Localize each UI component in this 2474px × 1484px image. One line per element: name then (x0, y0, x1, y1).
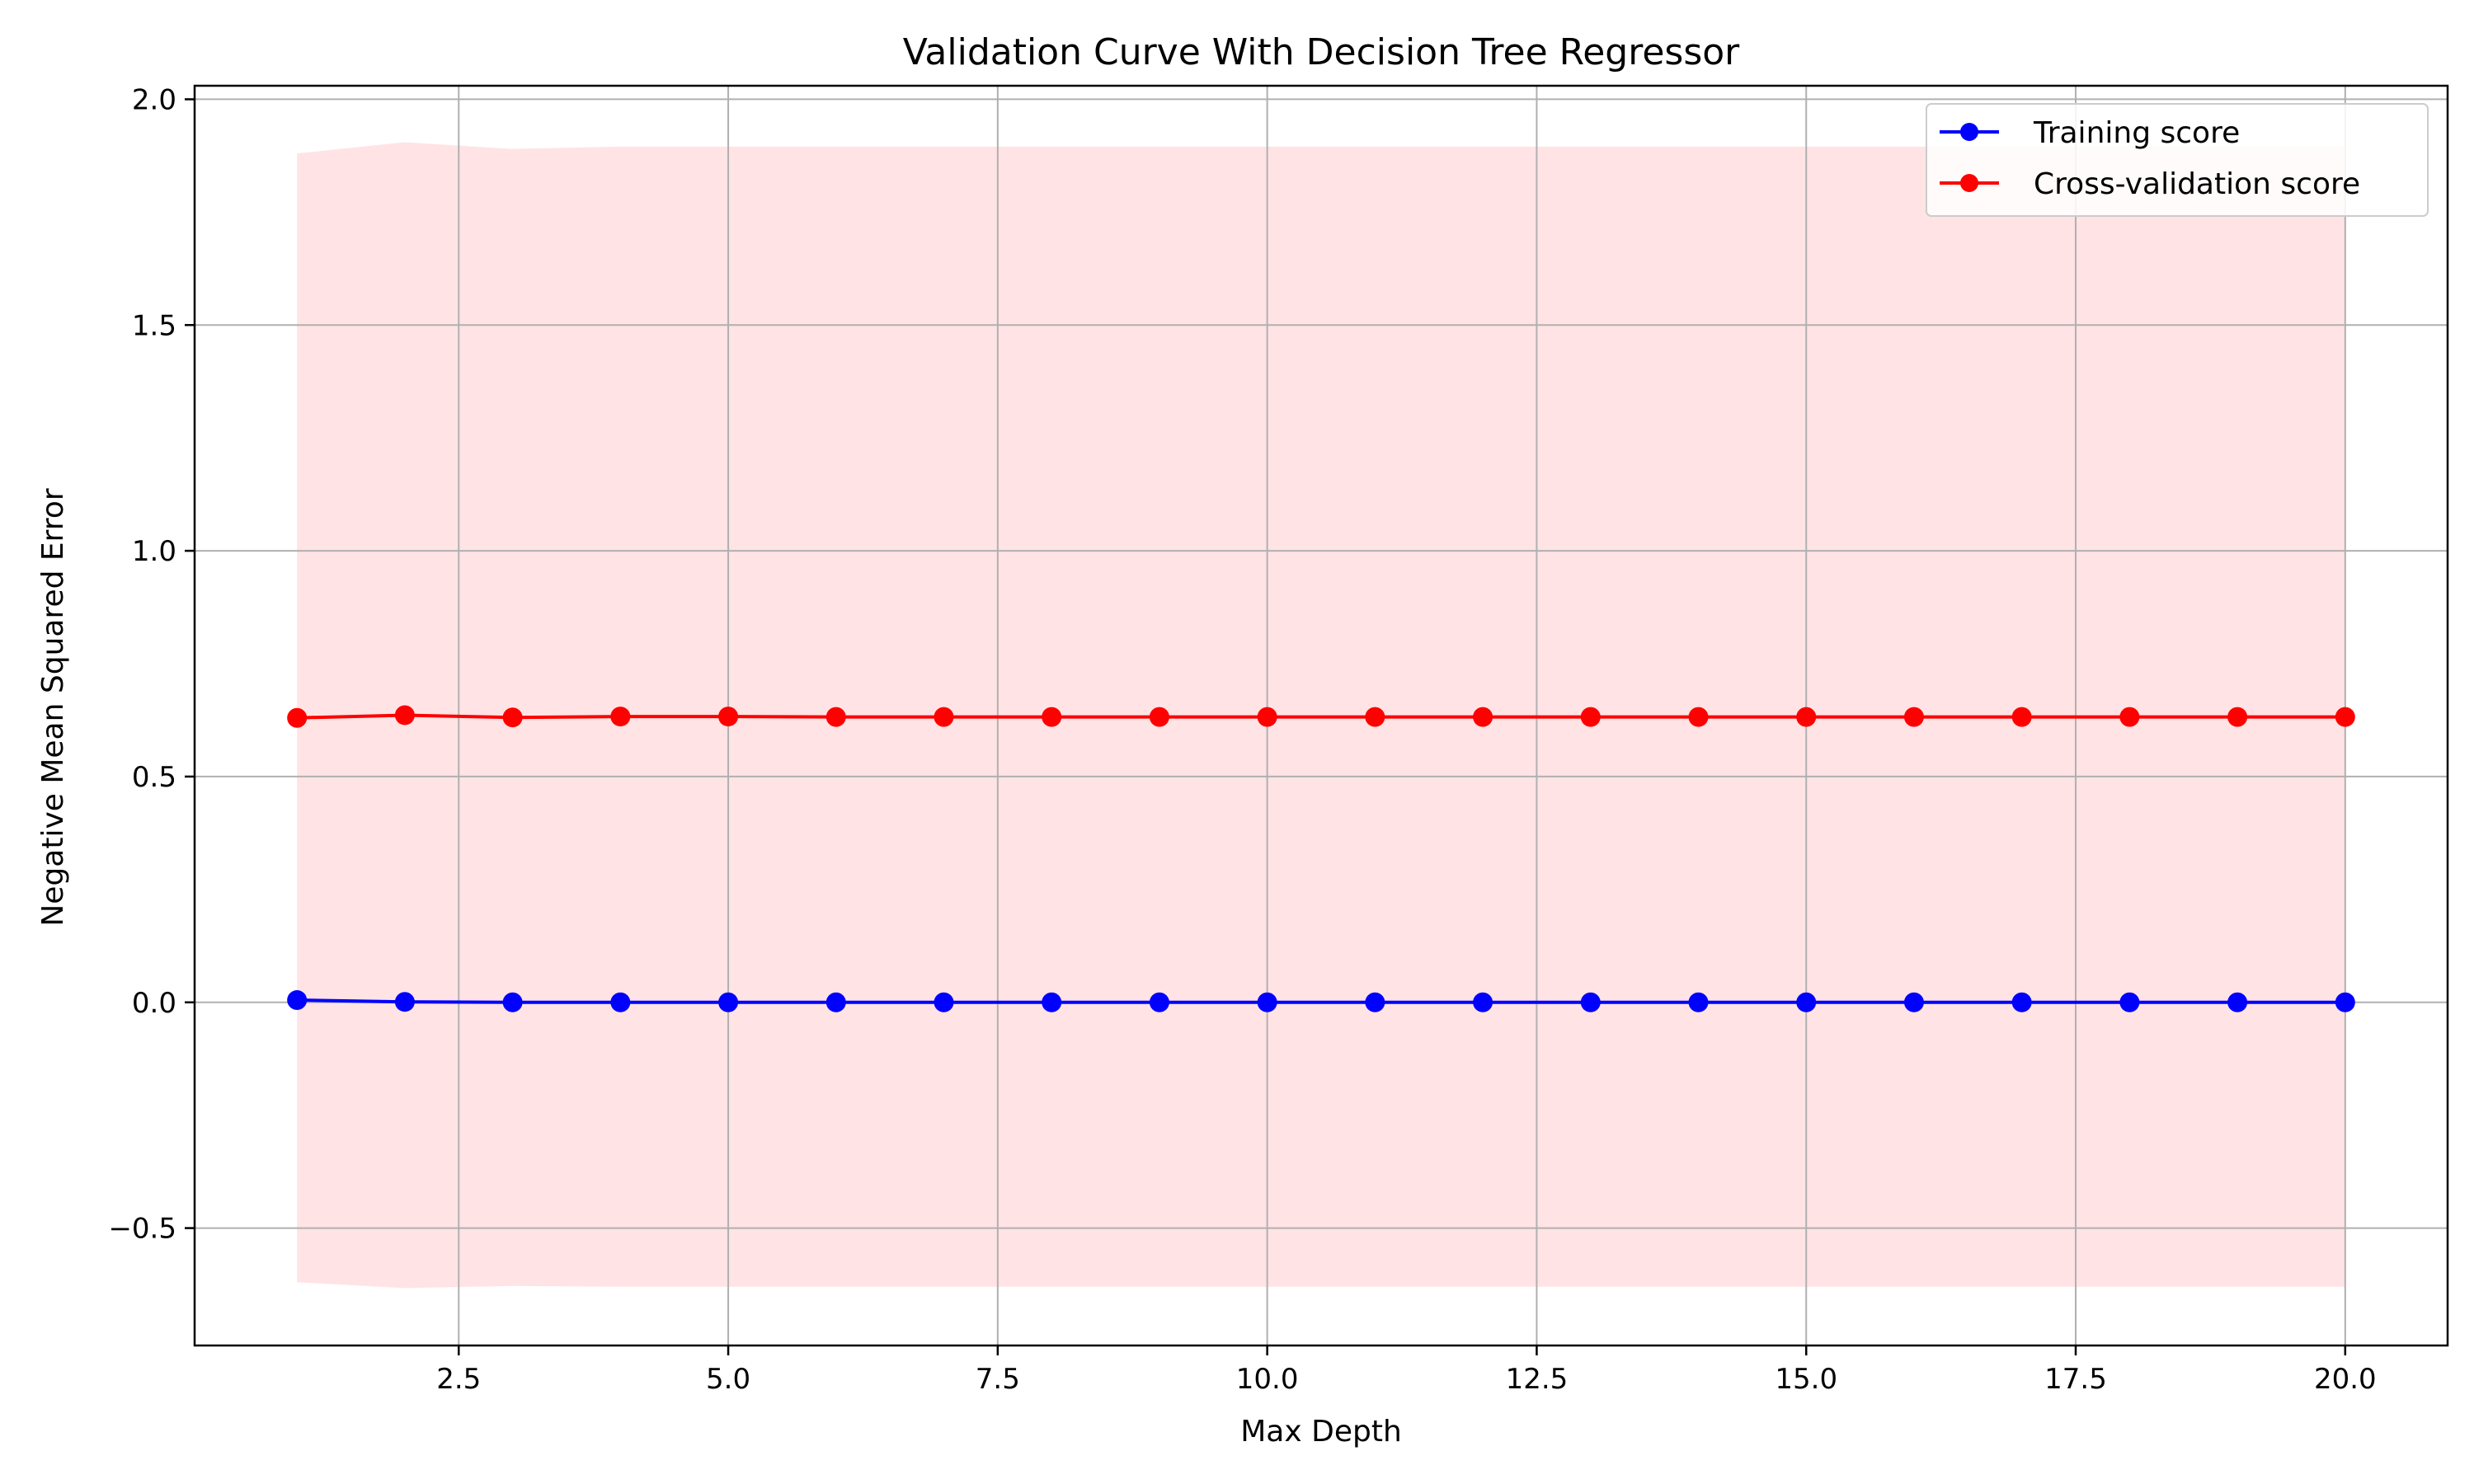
series-1-point-13 (1688, 707, 1709, 727)
x-tick-label-2: 7.5 (976, 1363, 1020, 1396)
series-0-point-6 (934, 992, 954, 1012)
series-1-point-19 (2335, 707, 2355, 727)
y-tick-label-4: 1.5 (132, 309, 176, 342)
series-0-point-13 (1688, 992, 1709, 1012)
legend: Training score Cross-validation score (1926, 103, 2429, 217)
series-1-point-4 (718, 707, 739, 727)
series-0-point-0 (287, 990, 308, 1011)
series-0-point-19 (2335, 992, 2355, 1012)
series-1-point-10 (1365, 707, 1385, 727)
legend-cv-marker (1960, 174, 1978, 192)
series-0-point-8 (1149, 992, 1169, 1012)
series-0-point-3 (610, 992, 631, 1012)
series-1-point-16 (2011, 707, 2032, 727)
series-1-line (297, 713, 2345, 720)
series-1-point-2 (502, 707, 523, 728)
series-1-point-14 (1796, 707, 1817, 727)
x-tick-label-3: 10.0 (1236, 1363, 1299, 1396)
series-0-point-12 (1580, 992, 1601, 1012)
series-1-point-9 (1257, 707, 1277, 727)
chart-title: Validation Curve With Decision Tree Regr… (903, 31, 1740, 73)
y-tick-label-1: 0.0 (132, 987, 176, 1020)
series-0-point-4 (718, 992, 739, 1012)
series-0-point-11 (1473, 992, 1493, 1012)
legend-training-marker (1960, 123, 1978, 141)
legend-box (1926, 103, 2429, 217)
x-tick-label-5: 15.0 (1775, 1363, 1837, 1396)
series-1-point-17 (2119, 707, 2140, 727)
x-tick-label-7: 20.0 (2314, 1363, 2377, 1396)
series-layer (287, 705, 2355, 1012)
series-0-point-7 (1042, 992, 1062, 1012)
y-tick-label-5: 2.0 (132, 83, 176, 116)
series-0-point-17 (2119, 992, 2140, 1012)
y-tick-label-0: −0.5 (108, 1213, 176, 1246)
y-tick-label-3: 1.0 (132, 535, 176, 568)
series-0-line (297, 998, 2345, 1004)
x-tick-label-6: 17.5 (2044, 1363, 2107, 1396)
series-1-point-15 (1903, 707, 1924, 727)
y-axis-label: Negative Mean Squared Error (36, 488, 70, 927)
x-tick-label-1: 5.0 (706, 1363, 750, 1396)
legend-training-label: Training score (2033, 116, 2240, 150)
series-0-point-2 (502, 992, 523, 1012)
series-1-point-7 (1042, 707, 1062, 727)
plot-area (195, 86, 2448, 1345)
series-1-point-1 (394, 705, 415, 726)
series-0-point-5 (825, 992, 846, 1012)
series-1-point-0 (287, 707, 308, 728)
tick-layer: 2.5 5.0 7.5 10.0 12.5 15.0 17.5 20.0 −0.5 0.0 0.5 1… (108, 83, 2376, 1396)
x-tick-label-4: 12.5 (1506, 1363, 1569, 1396)
legend-cv-label: Cross-validation score (2034, 167, 2360, 201)
series-0-point-14 (1796, 992, 1817, 1012)
series-0-point-16 (2011, 992, 2032, 1012)
series-1-point-5 (825, 707, 846, 727)
axes-frame (193, 84, 2449, 1347)
x-axis-label: Max Depth (1240, 1415, 1402, 1449)
series-0-point-15 (1903, 992, 1924, 1012)
series-0-point-18 (2227, 992, 2248, 1012)
series-1-point-18 (2227, 707, 2248, 727)
x-tick-label-0: 2.5 (436, 1363, 481, 1396)
series-1-point-12 (1580, 707, 1601, 727)
y-tick-label-2: 0.5 (132, 761, 176, 794)
series-0-point-10 (1365, 992, 1385, 1012)
series-0-point-1 (394, 992, 415, 1012)
series-1-point-6 (934, 707, 954, 727)
series-1-point-11 (1473, 707, 1493, 727)
series-0-point-9 (1257, 992, 1277, 1012)
series-1-point-8 (1149, 707, 1169, 727)
series-1-point-3 (610, 707, 631, 727)
